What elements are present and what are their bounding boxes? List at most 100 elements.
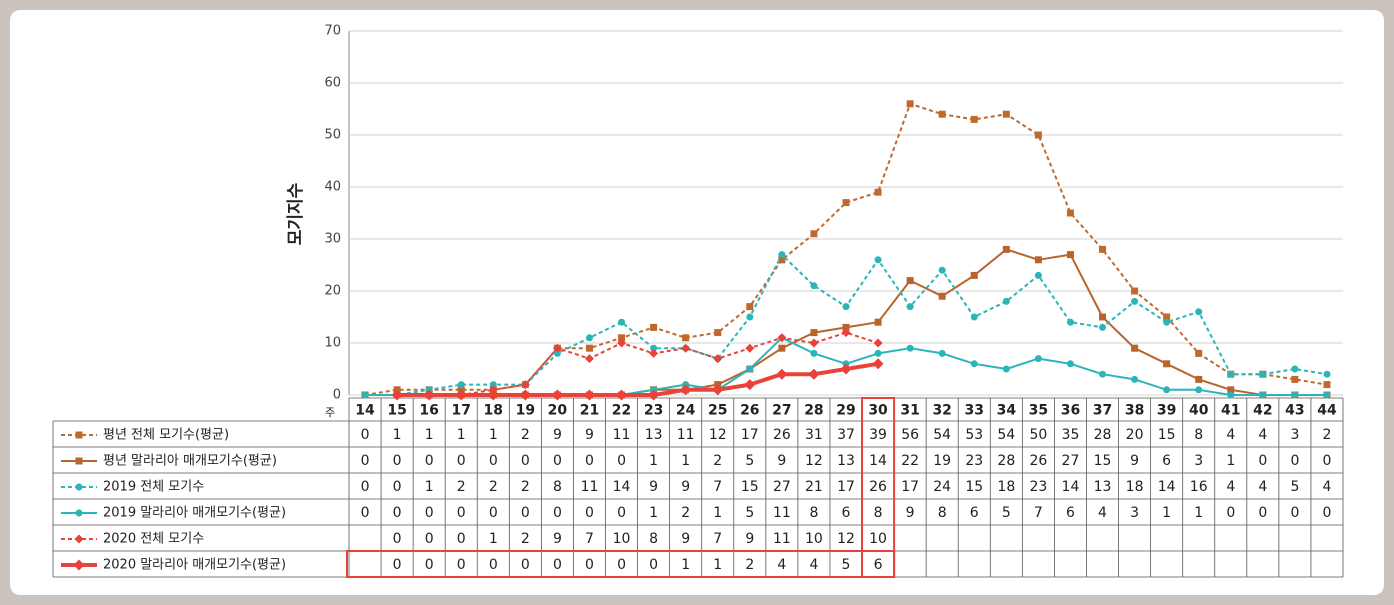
marker bbox=[874, 188, 882, 196]
marker bbox=[1259, 370, 1267, 378]
x-tick-label: 31 bbox=[900, 403, 919, 419]
series-line bbox=[397, 361, 879, 397]
marker bbox=[970, 360, 978, 368]
marker bbox=[938, 110, 946, 118]
legend-label: 2019 전체 모기수 bbox=[103, 480, 204, 495]
table-value: 2 bbox=[489, 479, 498, 495]
x-tick-label: 24 bbox=[676, 403, 696, 419]
x-tick-label: 15 bbox=[387, 403, 406, 419]
table-value: 0 bbox=[585, 557, 594, 573]
marker bbox=[1259, 391, 1267, 399]
table-value: 23 bbox=[1029, 479, 1047, 495]
table-value: 0 bbox=[361, 479, 370, 495]
marker bbox=[810, 230, 818, 238]
table-value: 1 bbox=[1194, 505, 1203, 521]
y-tick-label: 50 bbox=[324, 128, 341, 143]
x-tick-label: 43 bbox=[1285, 403, 1304, 419]
table-value: 6 bbox=[970, 505, 979, 521]
marker bbox=[423, 389, 435, 401]
table-value: 4 bbox=[1226, 479, 1235, 495]
table-value: 54 bbox=[997, 427, 1015, 443]
table-value: 3 bbox=[1130, 505, 1139, 521]
legend-label: 2020 전체 모기수 bbox=[103, 532, 204, 547]
marker bbox=[874, 256, 882, 264]
table-value: 9 bbox=[553, 531, 562, 547]
series-line bbox=[397, 331, 879, 396]
table-value: 37 bbox=[837, 427, 855, 443]
table-value: 28 bbox=[1094, 427, 1112, 443]
table-value: 8 bbox=[649, 531, 658, 547]
table-value: 4 bbox=[1098, 505, 1107, 521]
table-value: 5 bbox=[1002, 505, 1011, 521]
marker bbox=[809, 338, 819, 348]
table-value: 4 bbox=[1258, 479, 1267, 495]
marker bbox=[842, 199, 850, 207]
marker bbox=[970, 115, 978, 123]
table-value: 1 bbox=[1162, 505, 1171, 521]
marker bbox=[840, 363, 852, 375]
table-value: 0 bbox=[489, 453, 498, 469]
table-value: 6 bbox=[842, 505, 851, 521]
x-tick-label: 34 bbox=[997, 403, 1017, 419]
table-value: 1 bbox=[649, 453, 658, 469]
marker bbox=[361, 391, 369, 399]
table-value: 0 bbox=[649, 557, 658, 573]
marker bbox=[713, 354, 723, 364]
marker bbox=[75, 509, 83, 517]
table-value: 24 bbox=[933, 479, 951, 495]
marker bbox=[1034, 131, 1042, 139]
table-value: 6 bbox=[1066, 505, 1075, 521]
table-value: 6 bbox=[874, 557, 883, 573]
marker bbox=[650, 323, 658, 331]
table-value: 9 bbox=[681, 531, 690, 547]
table-value: 4 bbox=[1226, 427, 1235, 443]
table-value: 9 bbox=[906, 505, 915, 521]
marker bbox=[778, 256, 786, 264]
table-value: 27 bbox=[773, 479, 791, 495]
marker bbox=[1195, 349, 1203, 357]
marker bbox=[1291, 375, 1299, 383]
table-value: 0 bbox=[1290, 505, 1299, 521]
marker bbox=[455, 389, 467, 401]
table-value: 17 bbox=[837, 479, 855, 495]
table-value: 56 bbox=[901, 427, 919, 443]
marker bbox=[1323, 391, 1331, 399]
x-tick-label: 38 bbox=[1125, 403, 1144, 419]
marker bbox=[1066, 209, 1074, 217]
table-value: 14 bbox=[613, 479, 631, 495]
x-tick-label: 20 bbox=[548, 403, 568, 419]
marker bbox=[682, 334, 690, 342]
marker bbox=[519, 389, 531, 401]
y-tick-label: 20 bbox=[324, 284, 341, 299]
highlight-row bbox=[346, 550, 896, 578]
table-value: 1 bbox=[393, 427, 402, 443]
marker bbox=[746, 365, 754, 373]
marker bbox=[873, 338, 883, 348]
x-tick-label: 32 bbox=[932, 403, 951, 419]
y-tick-label: 10 bbox=[324, 336, 341, 351]
marker bbox=[777, 333, 787, 343]
marker bbox=[970, 313, 978, 321]
marker bbox=[75, 457, 83, 465]
marker bbox=[1291, 365, 1299, 373]
marker bbox=[906, 100, 914, 108]
table-value: 5 bbox=[745, 505, 754, 521]
marker bbox=[585, 344, 593, 352]
marker bbox=[520, 380, 530, 390]
table-value: 22 bbox=[901, 453, 919, 469]
table-value: 1 bbox=[649, 505, 658, 521]
table-value: 27 bbox=[1062, 453, 1080, 469]
table-value: 11 bbox=[677, 427, 695, 443]
marker bbox=[778, 251, 786, 259]
table-value: 3 bbox=[1194, 453, 1203, 469]
table-value: 9 bbox=[649, 479, 658, 495]
table-value: 11 bbox=[773, 531, 791, 547]
table-value: 0 bbox=[425, 453, 434, 469]
table-value: 12 bbox=[805, 453, 823, 469]
x-tick-label: 33 bbox=[965, 403, 984, 419]
table-value: 0 bbox=[521, 557, 530, 573]
marker bbox=[1002, 297, 1010, 305]
table-value: 35 bbox=[1062, 427, 1080, 443]
table-value: 0 bbox=[489, 505, 498, 521]
marker bbox=[1227, 391, 1235, 399]
